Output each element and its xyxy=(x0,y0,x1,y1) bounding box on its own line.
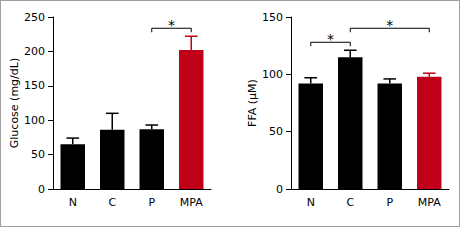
svg-text:250: 250 xyxy=(24,11,45,24)
svg-text:*: * xyxy=(327,31,334,47)
svg-text:*: * xyxy=(386,17,393,33)
svg-text:P: P xyxy=(386,196,393,209)
svg-text:Glucose (mg/dL): Glucose (mg/dL) xyxy=(8,58,21,148)
svg-text:100: 100 xyxy=(262,68,283,81)
svg-text:MPA: MPA xyxy=(418,196,441,209)
svg-text:100: 100 xyxy=(24,114,45,127)
svg-text:50: 50 xyxy=(269,125,283,138)
svg-text:200: 200 xyxy=(24,45,45,58)
svg-text:0: 0 xyxy=(276,183,283,196)
svg-text:C: C xyxy=(346,196,354,209)
svg-text:150: 150 xyxy=(262,11,283,24)
svg-text:MPA: MPA xyxy=(180,196,203,209)
svg-text:N: N xyxy=(307,196,315,209)
svg-text:*: * xyxy=(168,17,175,33)
svg-text:C: C xyxy=(108,196,116,209)
svg-text:P: P xyxy=(148,196,155,209)
svg-text:0: 0 xyxy=(38,183,45,196)
svg-text:150: 150 xyxy=(24,79,45,92)
svg-text:FFA (μM): FFA (μM) xyxy=(246,79,259,127)
svg-text:N: N xyxy=(69,196,77,209)
svg-text:50: 50 xyxy=(31,148,45,161)
